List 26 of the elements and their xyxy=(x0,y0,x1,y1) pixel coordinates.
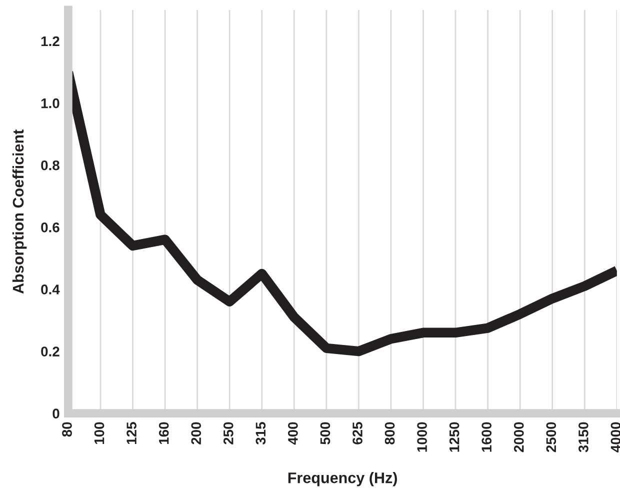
y-axis-title: Absorption Coefficient xyxy=(12,130,27,294)
x-tick-label: 315 xyxy=(256,422,266,445)
y-tick-label: 0 xyxy=(52,408,60,419)
x-tick-label: 625 xyxy=(352,422,362,444)
y-tick-label: 1.2 xyxy=(41,36,60,46)
x-tick-label: 1250 xyxy=(449,422,460,452)
x-tick-label: 100 xyxy=(94,422,104,444)
x-tick-label: 1600 xyxy=(482,422,492,452)
y-tick-label: 0.4 xyxy=(41,284,60,294)
x-tick-label: 800 xyxy=(384,422,395,444)
y-tick-label: 1.0 xyxy=(41,98,60,108)
x-tick-label: 200 xyxy=(191,422,202,444)
y-tick-label: 0.6 xyxy=(41,222,60,232)
x-axis-title: Frequency (Hz) xyxy=(288,472,397,486)
x-tick-label: 2000 xyxy=(514,422,524,452)
x-tick-label: 160 xyxy=(158,422,169,444)
x-tick-label: 2500 xyxy=(546,422,556,452)
x-tick-label: 250 xyxy=(223,422,234,444)
x-tick-label: 400 xyxy=(288,422,298,445)
y-tick-label: 0.8 xyxy=(41,160,60,170)
y-tick-label: 0.2 xyxy=(41,346,60,356)
x-tick-label: 3150 xyxy=(578,422,588,452)
x-tick-label: 500 xyxy=(320,422,330,444)
x-tick-label: 80 xyxy=(62,422,72,437)
x-tick-label: 1000 xyxy=(417,422,427,452)
x-tick-label: 125 xyxy=(126,422,136,444)
